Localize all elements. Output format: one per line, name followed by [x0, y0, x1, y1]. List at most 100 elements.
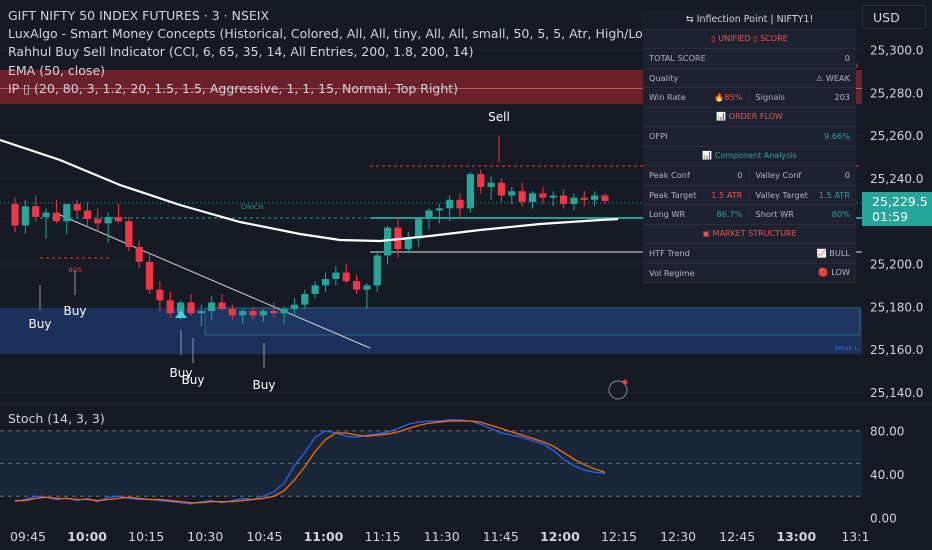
indicator-ip[interactable]: IP ▯ (20, 80, 3, 1.2, 20, 1.5, 1.5, Aggr… [8, 80, 459, 96]
row-target: Peak Target 1.5 ATR Valley Target 1.5 ATR [643, 186, 856, 205]
candle-body [456, 199, 464, 209]
candle-body [559, 195, 568, 205]
row-total-score: TOTAL SCORE 0 [643, 49, 856, 69]
time-axis-label: 09:45 [10, 529, 46, 544]
candle-body [601, 195, 609, 201]
candle-body [487, 182, 495, 187]
row-quality: Quality ⚠ WEAK [643, 69, 856, 88]
candle-body [259, 311, 267, 316]
candle-body [280, 308, 288, 314]
candle-body [63, 204, 71, 222]
candle-body [125, 221, 133, 247]
candle-body [73, 204, 81, 211]
candle-body [518, 191, 526, 202]
indicator-smc[interactable]: LuxAlgo - Smart Money Concepts (Historic… [8, 26, 843, 42]
section-unified-score: ▯ UNIFIED ▯ SCORE [643, 30, 856, 49]
price-axis-label: 25,240.0 [870, 172, 923, 186]
candle-body [177, 302, 185, 314]
time-axis-label: 10:15 [128, 529, 164, 544]
buy-label: Buy [64, 304, 87, 318]
time-axis-label: 12:00 [540, 529, 580, 544]
replay-dot-icon [622, 379, 628, 385]
sell-label: Sell [488, 110, 510, 124]
weak-low-label: Weak L [835, 344, 859, 352]
indicator-ema[interactable]: EMA (50, close) [8, 62, 106, 78]
time-axis-label: 11:30 [424, 529, 460, 544]
candle-body [32, 206, 40, 217]
row-ofpi: OFPI 9.66% [643, 127, 856, 147]
row-htf: HTF Trend 📈 BULL [643, 244, 856, 264]
row-vol: Vol Regime 🔴 LOW [643, 264, 856, 283]
candle-body [21, 206, 29, 226]
candle-body [166, 300, 174, 314]
candle-body [52, 212, 60, 222]
candle-body [539, 193, 547, 198]
time-axis-label: 10:45 [246, 529, 282, 544]
candle-body [435, 208, 443, 211]
candles [11, 169, 609, 327]
candle-body [156, 289, 164, 301]
candle-body [311, 285, 319, 294]
candle-body [591, 195, 599, 200]
time-axis-label: 13:1 [841, 529, 869, 544]
buy-label: Buy [29, 317, 52, 331]
stoch-band [0, 430, 862, 497]
candle-body [135, 246, 143, 262]
ema-curve [0, 138, 619, 243]
stoch-d-line [15, 420, 606, 504]
candle-body [446, 199, 454, 209]
price-axis-label: 25,280.0 [870, 86, 923, 100]
candle-body [342, 272, 350, 282]
candle-body [352, 281, 361, 290]
choch-label: CHoCH [241, 203, 264, 211]
price-axis-label: 25,260.0 [870, 129, 923, 143]
candle-body [301, 293, 309, 305]
buy-triangle-icon [175, 310, 187, 318]
candle-body [508, 191, 516, 196]
stoch-legend[interactable]: Stoch (14, 3, 3) [8, 411, 105, 426]
section-component: 📊 Component Analysis [643, 147, 856, 166]
currency-button[interactable]: USD [862, 5, 926, 29]
bar-countdown: 01:59 [872, 209, 909, 224]
buy-label: Buy [182, 373, 205, 387]
time-axis-label: 12:15 [601, 529, 637, 544]
indicator-buy-sell[interactable]: Rahhul Buy Sell Indicator (CCI, 6, 65, 3… [8, 44, 474, 60]
candle-body [104, 216, 112, 224]
stoch-axis-label: 0.00 [870, 512, 897, 526]
buy-label: Buy [253, 378, 276, 392]
candle-body [425, 210, 433, 220]
time-axis-label: 13:00 [776, 529, 816, 544]
stoch-axis-label: 40.00 [870, 468, 904, 482]
candle-body [373, 255, 381, 286]
candle-body [94, 219, 102, 224]
ema-line [0, 138, 619, 243]
chart-legend: GIFT NIFTY 50 INDEX FUTURES · 3 · NSEIX … [8, 7, 843, 98]
section-market-structure: ▣ MARKET STRUCTURE [643, 225, 856, 244]
time-axis-label: 10:00 [67, 529, 107, 544]
candle-body [187, 302, 195, 314]
chart-title[interactable]: GIFT NIFTY 50 INDEX FUTURES · 3 · NSEIX [8, 8, 270, 23]
price-axis-label: 25,180.0 [870, 300, 923, 314]
price-axis-label: 25,160.0 [870, 343, 923, 357]
stoch-axis-label: 80.00 [870, 424, 904, 438]
candle-body [228, 308, 236, 316]
candle-body [218, 302, 226, 309]
time-axis-label: 12:30 [660, 529, 696, 544]
axes: 25,300.0 25,280.0 25,260.0 25,240.0 25,200.0… [10, 44, 923, 545]
candle-body [549, 195, 557, 198]
table-header: ⇆ Inflection Point | NIFTY1! [643, 10, 856, 30]
candle-body [239, 311, 247, 316]
candle-body [208, 302, 216, 312]
time-axis-label: 11:00 [304, 529, 344, 544]
candle-body [249, 311, 257, 316]
time-axis-label: 12:45 [719, 529, 755, 544]
candle-body [404, 238, 412, 250]
stoch-pane [0, 419, 862, 505]
time-axis-label: 10:30 [187, 529, 223, 544]
candle-body [332, 272, 340, 279]
row-winrate: Win Rate 🔥85% Signals 203 [643, 88, 856, 108]
candle-body [415, 219, 423, 239]
price-axis-label: 25,200.0 [870, 258, 923, 272]
candle-body [570, 197, 578, 205]
candle-body [145, 261, 154, 290]
